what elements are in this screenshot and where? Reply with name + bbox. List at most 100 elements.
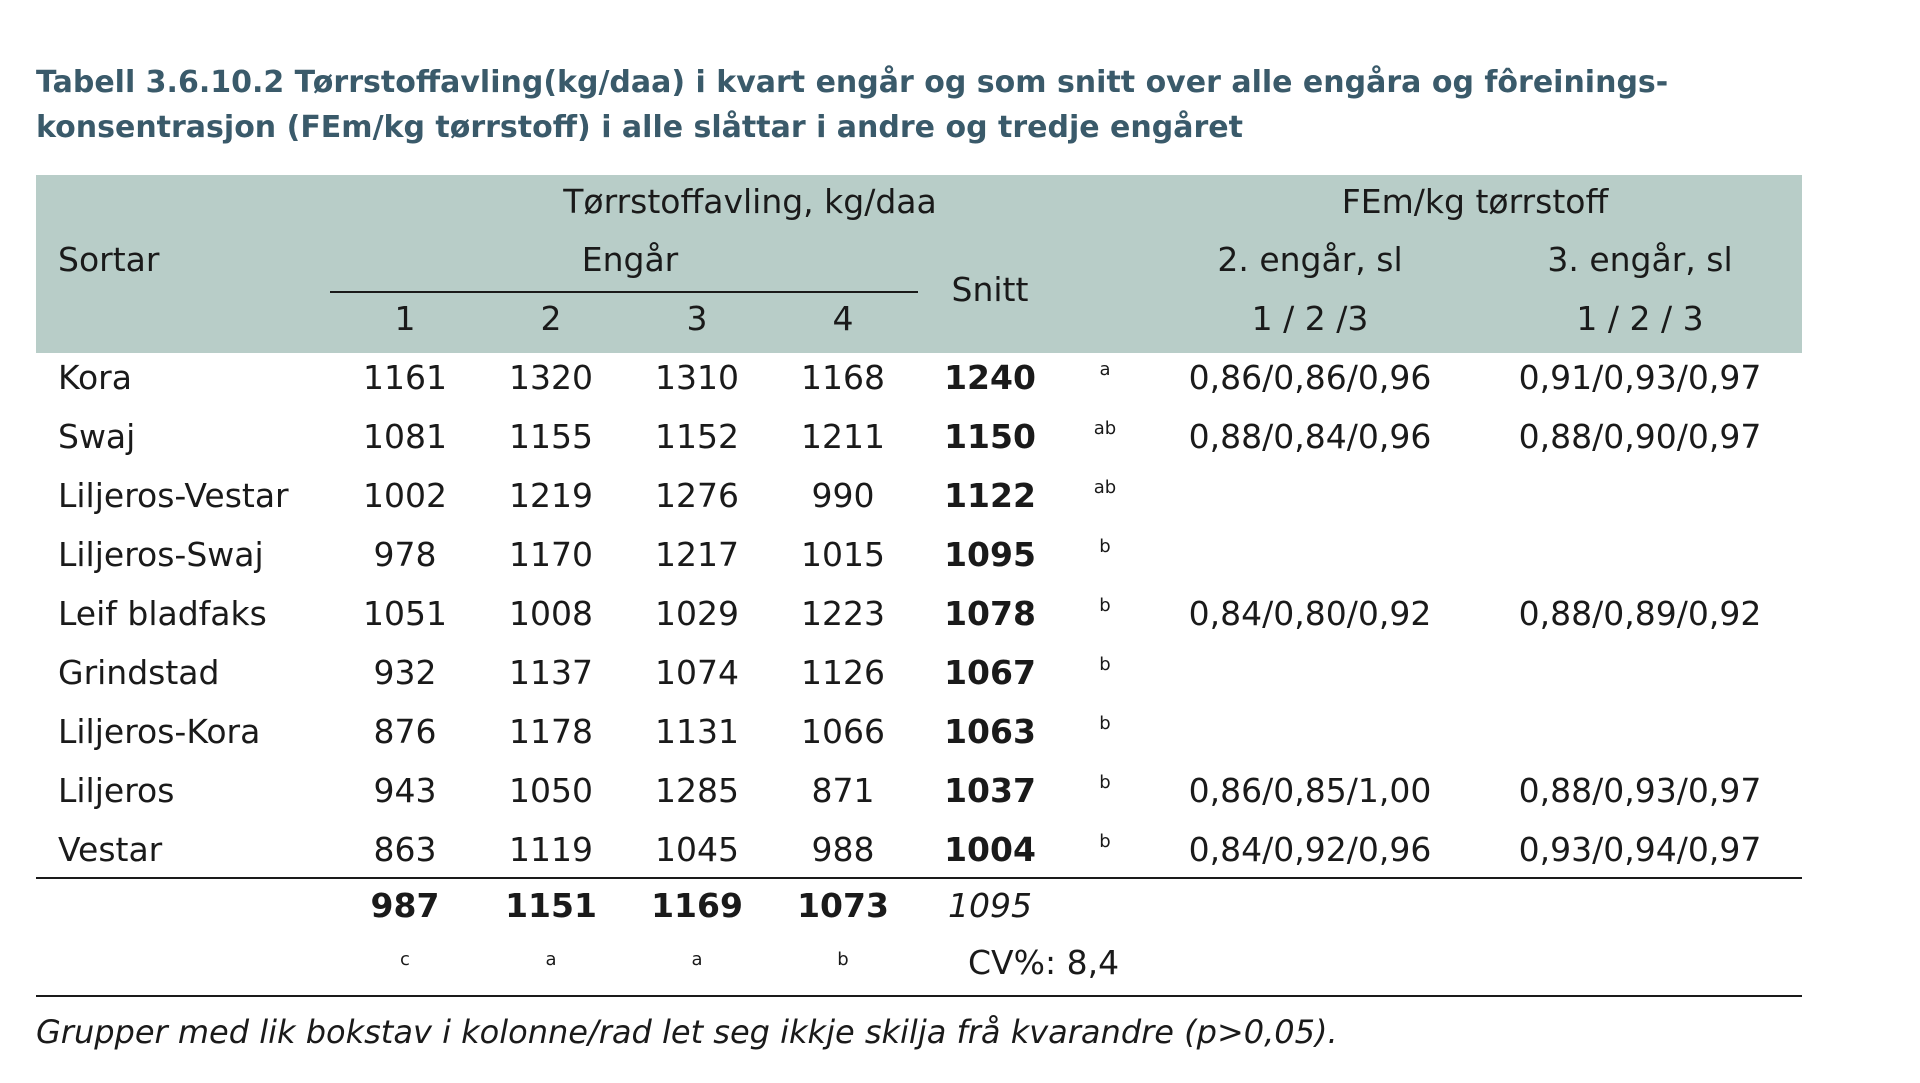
row-name: Leif bladfaks <box>58 594 267 633</box>
header-year-4: 4 <box>832 299 854 338</box>
row-group-letter: b <box>1099 536 1111 557</box>
row-y3: 1152 <box>655 417 739 456</box>
table-footnote: Grupper med lik bokstav i kolonne/rad le… <box>36 1013 1338 1051</box>
row-y4: 1015 <box>801 535 885 574</box>
row-group-letter: b <box>1099 595 1111 616</box>
row-y2: 1219 <box>509 476 593 515</box>
row-y3: 1045 <box>655 830 739 869</box>
table-header-band <box>36 175 1802 353</box>
row-name: Grindstad <box>58 653 220 692</box>
header-year-2: 2 <box>540 299 562 338</box>
header-engar: Engår <box>581 240 679 279</box>
total-group-year-2: a <box>545 949 557 970</box>
row-y2: 1155 <box>509 417 593 456</box>
row-snitt: 1240 <box>944 358 1036 397</box>
row-y4: 1168 <box>801 358 885 397</box>
row-y1: 1081 <box>363 417 447 456</box>
row-y4: 990 <box>811 476 875 515</box>
row-snitt: 1067 <box>944 653 1036 692</box>
row-name: Vestar <box>58 830 163 869</box>
row-name: Kora <box>58 358 132 397</box>
row-snitt: 1004 <box>944 830 1036 869</box>
row-y1: 863 <box>373 830 437 869</box>
row-y3: 1217 <box>655 535 739 574</box>
row-group-letter: b <box>1099 772 1111 793</box>
row-y3: 1276 <box>655 476 739 515</box>
row-fem3: 0,91/0,93/0,97 <box>1518 358 1762 397</box>
table-bottom-rule <box>36 995 1802 997</box>
row-group-letter: ab <box>1093 477 1117 498</box>
row-fem3: 0,88/0,89/0,92 <box>1518 594 1762 633</box>
row-fem2: 0,86/0,86/0,96 <box>1188 358 1432 397</box>
row-y1: 943 <box>373 771 437 810</box>
row-fem2: 0,88/0,84/0,96 <box>1188 417 1432 456</box>
total-group-year-1: c <box>400 949 410 970</box>
row-snitt: 1150 <box>944 417 1036 456</box>
engar-underline <box>330 291 918 293</box>
total-year-4: 1073 <box>797 886 889 925</box>
header-cuts3: 1 / 2 / 3 <box>1576 299 1704 338</box>
row-y1: 932 <box>373 653 437 692</box>
row-group-letter: ab <box>1093 418 1117 439</box>
table-caption: Tabell 3.6.10.2 Tørrstoffavling(kg/daa) … <box>36 65 1669 145</box>
row-group-letter: b <box>1099 654 1111 675</box>
row-y4: 1223 <box>801 594 885 633</box>
row-name: Swaj <box>58 417 136 456</box>
row-snitt: 1063 <box>944 712 1036 751</box>
total-snitt: 1095 <box>948 886 1032 925</box>
cv-value: CV%: 8,4 <box>968 943 1120 982</box>
row-y3: 1131 <box>655 712 739 751</box>
row-fem2: 0,84/0,80/0,92 <box>1188 594 1432 633</box>
row-fem3: 0,93/0,94/0,97 <box>1518 830 1762 869</box>
total-group-year-4: b <box>837 949 849 970</box>
row-y2: 1178 <box>509 712 593 751</box>
row-name: Liljeros-Vestar <box>58 476 289 515</box>
row-y4: 871 <box>811 771 875 810</box>
row-y1: 978 <box>373 535 437 574</box>
header-cuts2: 1 / 2 /3 <box>1251 299 1369 338</box>
header-eng2: 2. engår, sl <box>1217 240 1403 279</box>
row-group-letter: b <box>1099 831 1111 852</box>
row-name: Liljeros-Kora <box>58 712 261 751</box>
row-group-letter: b <box>1099 713 1111 734</box>
row-y3: 1310 <box>655 358 739 397</box>
row-y3: 1074 <box>655 653 739 692</box>
row-y4: 1211 <box>801 417 885 456</box>
header-year-1: 1 <box>394 299 416 338</box>
row-snitt: 1122 <box>944 476 1036 515</box>
row-y2: 1320 <box>509 358 593 397</box>
row-fem3: 0,88/0,93/0,97 <box>1518 771 1762 810</box>
row-group-letter: a <box>1099 359 1111 380</box>
row-y2: 1137 <box>509 653 593 692</box>
row-fem2: 0,84/0,92/0,96 <box>1188 830 1432 869</box>
row-y2: 1008 <box>509 594 593 633</box>
header-snitt: Snitt <box>951 270 1029 309</box>
row-y1: 876 <box>373 712 437 751</box>
row-y1: 1002 <box>363 476 447 515</box>
row-y3: 1029 <box>655 594 739 633</box>
total-year-2: 1151 <box>505 886 597 925</box>
row-y3: 1285 <box>655 771 739 810</box>
row-y1: 1161 <box>363 358 447 397</box>
header-eng3: 3. engår, sl <box>1547 240 1733 279</box>
row-snitt: 1078 <box>944 594 1036 633</box>
row-snitt: 1095 <box>944 535 1036 574</box>
row-y4: 1066 <box>801 712 885 751</box>
row-fem3: 0,88/0,90/0,97 <box>1518 417 1762 456</box>
row-y2: 1119 <box>509 830 593 869</box>
row-y1: 1051 <box>363 594 447 633</box>
header-sortar: Sortar <box>58 240 160 279</box>
total-group-year-3: a <box>691 949 703 970</box>
row-y4: 1126 <box>801 653 885 692</box>
row-name: Liljeros <box>58 771 175 810</box>
row-fem2: 0,86/0,85/1,00 <box>1188 771 1432 810</box>
row-y2: 1050 <box>509 771 593 810</box>
header-fem-group: FEm/kg tørrstoff <box>1341 182 1609 221</box>
total-year-1: 987 <box>370 886 440 925</box>
row-snitt: 1037 <box>944 771 1036 810</box>
total-year-3: 1169 <box>651 886 743 925</box>
totals-top-rule <box>36 877 1802 879</box>
row-y2: 1170 <box>509 535 593 574</box>
header-yield-group: Tørrstoffavling, kg/daa <box>563 182 937 221</box>
